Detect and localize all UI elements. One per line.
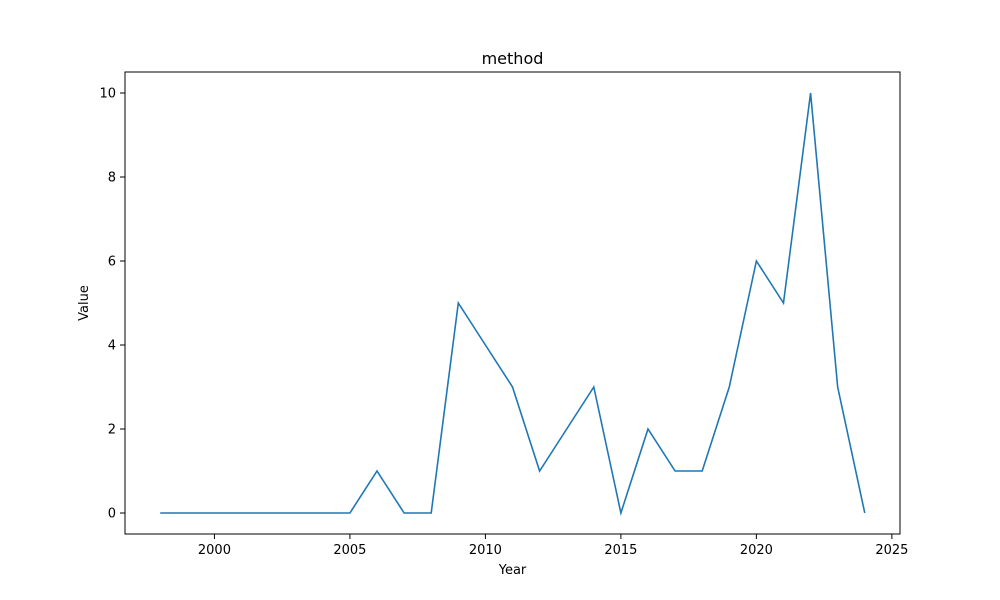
- x-tick-label: 2025: [875, 543, 908, 558]
- series-line: [160, 92, 866, 517]
- y-tick-label: 10: [99, 87, 116, 102]
- x-axis-ticks: 2000 2005 2010 2015 2020 2025: [198, 534, 908, 558]
- plot-frame: [124, 71, 901, 535]
- y-axis-ticks: 0 2 4 6 8 10: [99, 87, 125, 522]
- x-tick-label: 2020: [740, 543, 773, 558]
- y-axis-label: Value: [77, 285, 92, 321]
- plot-layer: [160, 92, 866, 517]
- x-tick-label: 2000: [198, 543, 231, 558]
- chart-title: method: [482, 49, 544, 68]
- y-tick-label: 4: [108, 339, 116, 354]
- y-tick-label: 8: [108, 171, 116, 186]
- x-tick-label: 2005: [333, 543, 366, 558]
- x-tick-label: 2015: [604, 543, 637, 558]
- x-tick-label: 2010: [469, 543, 502, 558]
- y-tick-label: 0: [108, 507, 116, 522]
- y-tick-label: 6: [108, 255, 116, 270]
- y-tick-label: 2: [108, 423, 116, 438]
- x-axis-label: Year: [498, 563, 527, 578]
